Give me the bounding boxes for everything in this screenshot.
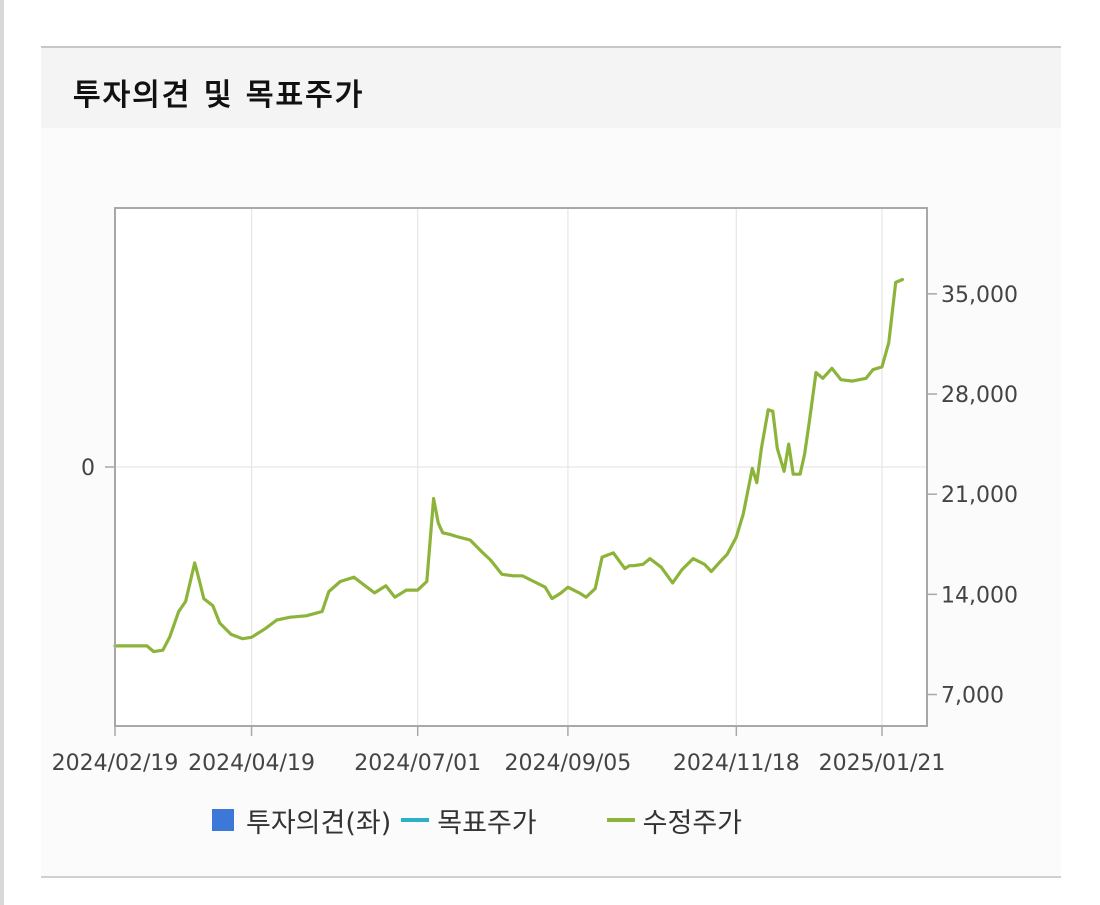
right-tick-label: 14,000 bbox=[941, 583, 1018, 608]
legend-item-adjusted-price: 수정주가 bbox=[606, 801, 743, 840]
page-title: 투자의견 및 목표주가 bbox=[73, 78, 365, 113]
legend-item-opinion: 투자의견(좌) bbox=[212, 801, 391, 840]
right-tick-label: 7,000 bbox=[941, 684, 1004, 709]
x-tick-label: 2024/07/01 bbox=[354, 751, 481, 776]
right-tick-label: 28,000 bbox=[941, 383, 1018, 408]
series-line-adjusted-price bbox=[113, 277, 905, 654]
right-tick-label: 35,000 bbox=[941, 283, 1018, 308]
right-tick-label: 21,000 bbox=[941, 483, 1018, 508]
x-axis: 2024/02/19 2024/04/19 2024/07/01 2024/09/05… bbox=[52, 726, 946, 776]
chart-legend: 투자의견(좌) 목표주가 수정주가 bbox=[212, 800, 742, 840]
x-tick-label: 2024/11/18 bbox=[673, 751, 800, 776]
x-tick-label: 2024/09/05 bbox=[505, 751, 632, 776]
panel-top-border bbox=[41, 46, 1061, 48]
x-tick-label: 2024/02/19 bbox=[52, 751, 179, 776]
x-tick-label: 2025/01/21 bbox=[819, 751, 946, 776]
legend-swatch-adjusted-price bbox=[606, 818, 635, 822]
panel-bottom-border bbox=[41, 876, 1061, 878]
legend-label-target-price: 목표주가 bbox=[437, 807, 537, 839]
legend-label-opinion: 투자의견(좌) bbox=[246, 807, 392, 839]
legend-swatch-opinion bbox=[212, 809, 234, 831]
legend-item-target-price: 목표주가 bbox=[401, 801, 537, 840]
series-layer bbox=[113, 277, 905, 654]
window-left-edge bbox=[0, 0, 4, 905]
legend-swatch-target-price bbox=[401, 818, 430, 822]
legend-label-adjusted-price: 수정주가 bbox=[642, 807, 743, 839]
left-tick-label: 0 bbox=[81, 456, 95, 481]
left-axis: 0 bbox=[81, 456, 115, 481]
x-tick-label: 2024/04/19 bbox=[188, 751, 315, 776]
panel-header: 투자의견 및 목표주가 bbox=[41, 48, 1061, 128]
right-axis: 7,000 14,000 21,000 28,000 35,000 bbox=[927, 283, 1018, 709]
